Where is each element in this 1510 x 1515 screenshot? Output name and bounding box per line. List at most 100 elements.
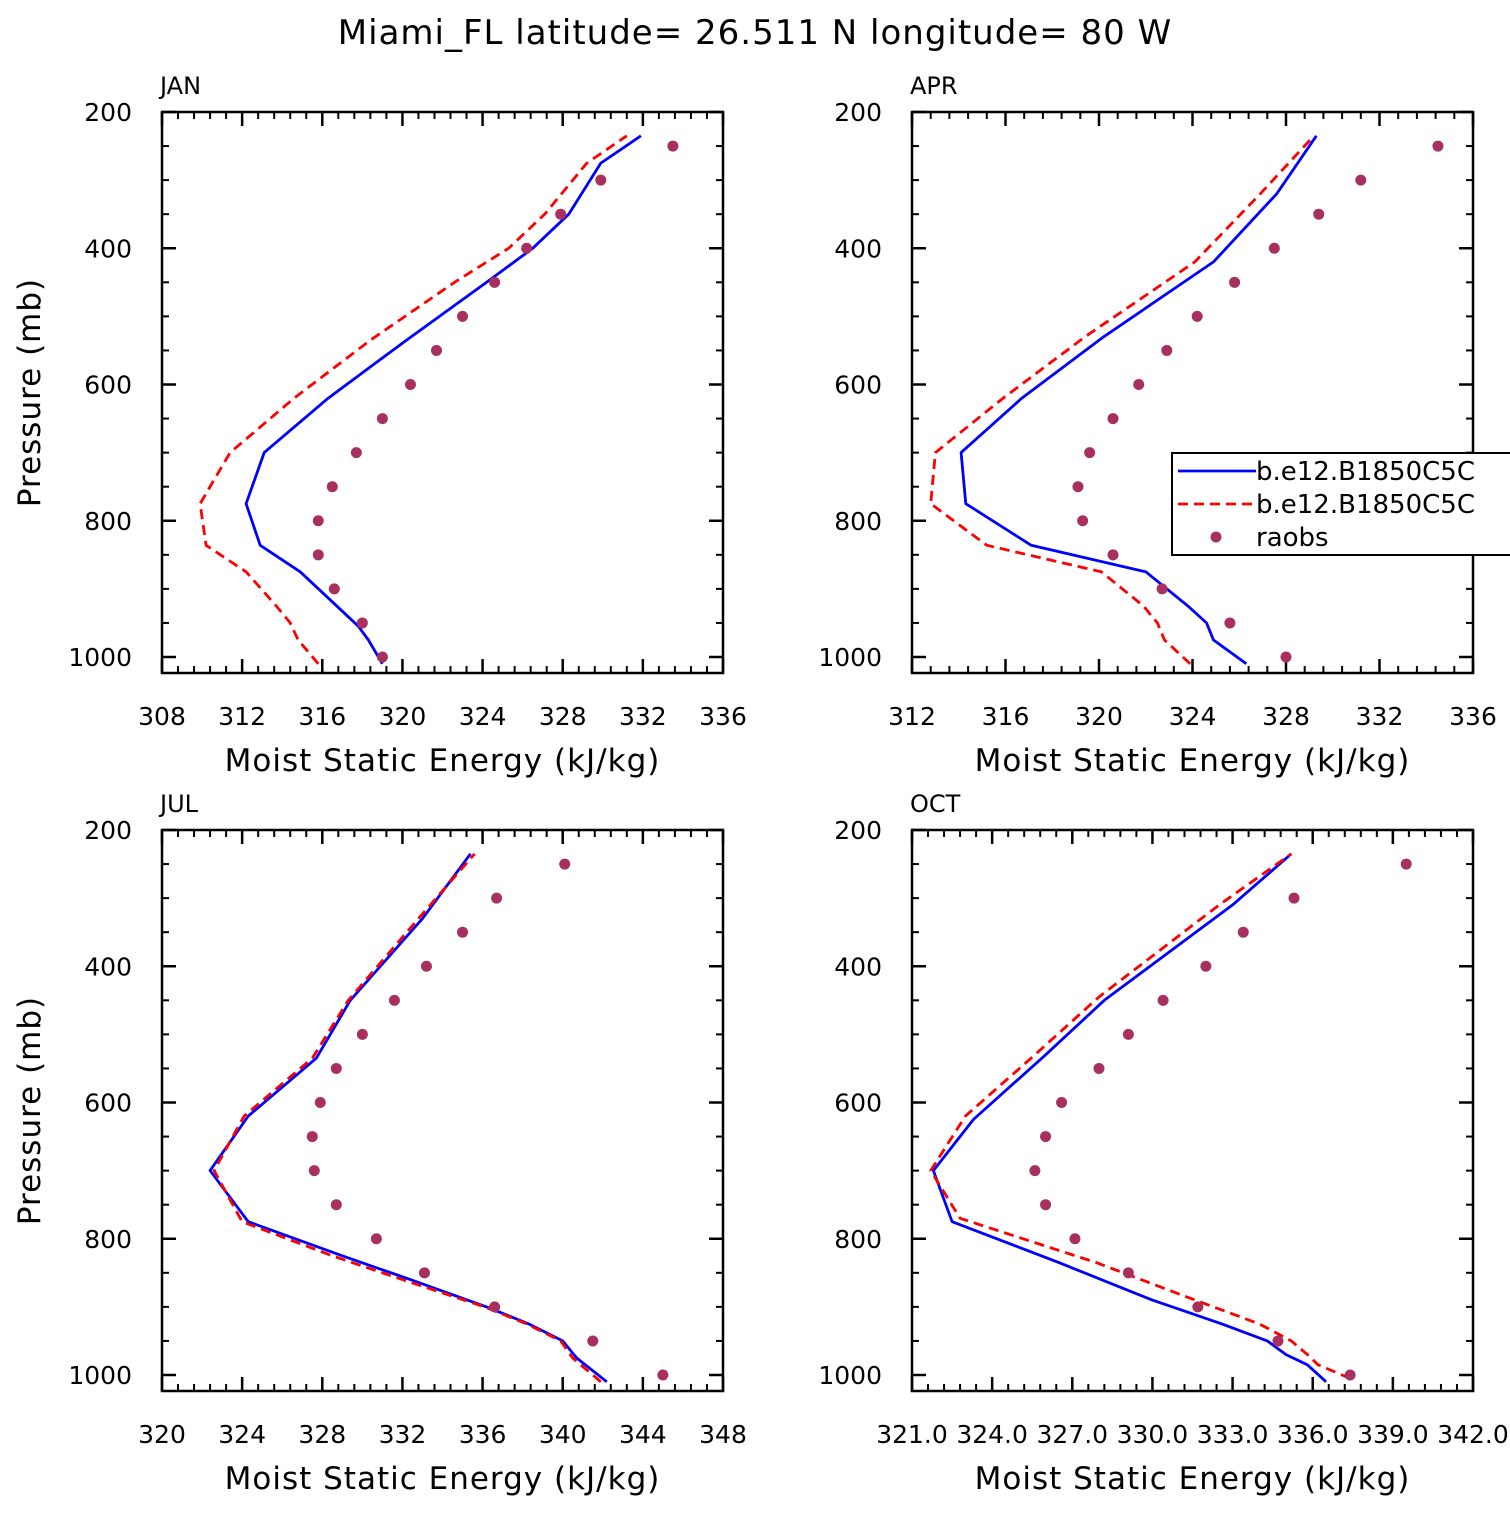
raobs-point xyxy=(555,208,567,220)
raobs-point xyxy=(1192,1301,1204,1313)
raobs-point xyxy=(1200,960,1212,972)
y-tick-label: 800 xyxy=(84,507,132,536)
panel-oct: OCT 321.0 324.0 327.0 330.0 333.0 336.0 339.0 34… xyxy=(818,790,1508,1497)
raobs-point xyxy=(376,651,388,663)
x-tick-label: 324 xyxy=(1169,702,1217,731)
y-tick-label: 400 xyxy=(834,234,882,263)
y-tick-label: 800 xyxy=(84,1225,132,1254)
x-tick-label: 324.0 xyxy=(956,1420,1028,1449)
x-tick-label: 312 xyxy=(888,702,936,731)
raobs-point xyxy=(418,1267,430,1279)
series-line-solid xyxy=(244,134,642,665)
raobs-point xyxy=(1077,515,1089,527)
legend-label: b.e12.B1850C5C xyxy=(1256,490,1475,520)
x-tick-label: 332 xyxy=(379,1420,427,1449)
x-axis-title: Moist Static Energy (kJ/kg) xyxy=(975,1461,1411,1497)
x-tick-label: 328 xyxy=(1262,702,1310,731)
raobs-point xyxy=(356,617,368,629)
x-tick-label: 342.0 xyxy=(1437,1420,1509,1449)
raobs-point xyxy=(657,1369,669,1381)
series-line-dashed xyxy=(198,134,628,665)
y-tick-label: 600 xyxy=(834,1089,882,1118)
legend-label: raobs xyxy=(1256,523,1329,553)
raobs-point xyxy=(330,1062,342,1074)
x-tick-label: 312 xyxy=(218,702,266,731)
series-line-dashed xyxy=(929,852,1351,1380)
series-line-dashed xyxy=(929,134,1316,665)
y-axis-title: Pressure (mb) xyxy=(12,996,48,1225)
series-line-solid xyxy=(959,135,1318,665)
series-line-solid xyxy=(208,852,608,1383)
y-tick-label: 800 xyxy=(834,507,882,536)
raobs-point xyxy=(587,1335,599,1347)
raobs-point xyxy=(312,549,324,561)
x-tick-label: 316 xyxy=(298,702,346,731)
raobs-point xyxy=(1229,276,1241,288)
panel-label: JUL xyxy=(158,790,199,818)
raobs-point xyxy=(1355,174,1367,186)
raobs-point xyxy=(1093,1062,1105,1074)
panel-label: OCT xyxy=(910,790,961,818)
y-axis-title: Pressure (mb) xyxy=(12,278,48,507)
raobs-point xyxy=(330,1199,342,1211)
raobs-point xyxy=(595,174,607,186)
panel-jan: JAN 308 312 316 320 324 328 332 336 200 400 600 800 1… xyxy=(12,72,747,779)
raobs-point xyxy=(1084,447,1096,459)
y-tick-label: 600 xyxy=(84,371,132,400)
legend-marker xyxy=(1210,531,1222,543)
raobs-point xyxy=(457,926,469,938)
x-tick-label: 336 xyxy=(1449,702,1497,731)
raobs-point xyxy=(489,1301,501,1313)
x-tick-label: 344 xyxy=(619,1420,667,1449)
plot-frame xyxy=(160,110,725,675)
x-axis-title: Moist Static Energy (kJ/kg) xyxy=(225,743,661,779)
x-tick-label: 316 xyxy=(982,702,1030,731)
y-tick-label: 1000 xyxy=(818,643,882,672)
x-tick-label: 320 xyxy=(1075,702,1123,731)
x-tick-label: 336 xyxy=(699,702,747,731)
raobs-point xyxy=(1056,1097,1068,1108)
panel-jul: JUL 320 324 328 332 336 340 344 348 200 400 600 800 1… xyxy=(12,790,747,1497)
y-tick-label: 200 xyxy=(834,98,882,127)
raobs-point xyxy=(1191,310,1203,322)
raobs-point xyxy=(1040,1199,1052,1211)
series-group xyxy=(929,134,1444,665)
raobs-point xyxy=(388,994,400,1006)
y-tick-label: 200 xyxy=(84,98,132,127)
raobs-point xyxy=(1157,994,1169,1006)
x-axis-title: Moist Static Energy (kJ/kg) xyxy=(975,743,1411,779)
raobs-point xyxy=(1313,208,1325,220)
raobs-point xyxy=(1161,344,1173,356)
raobs-point xyxy=(326,481,338,493)
panel-label: APR xyxy=(910,72,958,100)
raobs-point xyxy=(1029,1165,1041,1177)
y-tick-label: 400 xyxy=(84,952,132,981)
y-tick-label: 200 xyxy=(834,816,882,845)
legend-label: b.e12.B1850C5C xyxy=(1256,457,1475,487)
raobs-point xyxy=(1156,583,1168,595)
y-tick-label: 1000 xyxy=(68,1361,132,1390)
raobs-point xyxy=(430,344,442,356)
x-tick-label: 324 xyxy=(459,702,507,731)
y-tick-label: 600 xyxy=(834,371,882,400)
raobs-point xyxy=(1280,651,1292,663)
raobs-point xyxy=(1133,379,1145,390)
raobs-point xyxy=(1107,413,1119,425)
raobs-point xyxy=(1069,1233,1081,1245)
series-line-solid xyxy=(932,852,1328,1383)
plot-frame xyxy=(160,828,725,1393)
raobs-point xyxy=(1122,1267,1134,1279)
raobs-point xyxy=(1040,1131,1052,1143)
raobs-point xyxy=(308,1165,320,1177)
raobs-point xyxy=(312,515,324,527)
series-group xyxy=(198,134,679,665)
x-tick-label: 320 xyxy=(379,702,427,731)
raobs-point xyxy=(376,413,388,425)
y-tick-label: 1000 xyxy=(818,1361,882,1390)
raobs-point xyxy=(1224,617,1236,629)
y-tick-label: 800 xyxy=(834,1225,882,1254)
raobs-point xyxy=(1107,549,1119,561)
y-tick-label: 1000 xyxy=(68,643,132,672)
x-tick-label: 339.0 xyxy=(1357,1420,1429,1449)
